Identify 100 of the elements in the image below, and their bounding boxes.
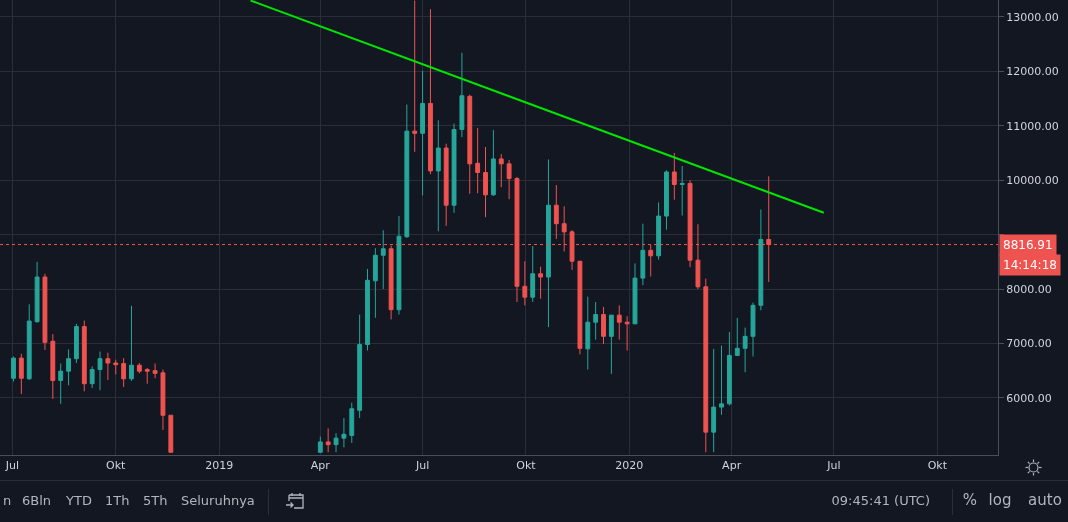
candlestick <box>726 331 732 406</box>
text: 09:45:41 (UTC) <box>831 493 930 508</box>
y-tick-label: 11000.00 <box>1006 119 1059 133</box>
candlestick <box>121 357 127 388</box>
candlestick <box>553 184 559 240</box>
candlestick <box>640 223 646 286</box>
candlestick <box>443 143 449 227</box>
candlestick <box>74 323 79 364</box>
candlestick <box>333 432 339 453</box>
text: YTD <box>66 493 92 508</box>
text: Seluruhnya <box>181 493 255 508</box>
text: n <box>3 493 12 508</box>
x-tick-label: Apr <box>310 459 331 473</box>
candlestick <box>734 317 740 357</box>
candlestick <box>420 70 425 196</box>
candlestick <box>632 262 638 325</box>
text: log <box>988 491 1012 509</box>
y-tick-label: 6000.00 <box>1006 391 1052 405</box>
candlestick <box>616 304 622 341</box>
candlestick <box>490 129 496 197</box>
candlestick <box>758 209 764 311</box>
candlestick <box>671 152 677 201</box>
candlestick <box>585 296 591 371</box>
candlestick <box>105 352 111 381</box>
candlestick <box>365 268 370 351</box>
candlestick <box>50 333 56 400</box>
candlestick <box>601 306 606 345</box>
candlestick <box>26 303 32 381</box>
candlestick <box>506 159 512 200</box>
text: 5Th <box>143 493 168 508</box>
candlestick <box>396 215 402 316</box>
y-tick-label: 10000.00 <box>1006 174 1059 187</box>
candlestick <box>136 362 142 374</box>
candlestick <box>711 348 717 453</box>
candlestick <box>538 266 544 300</box>
x-tick-label: 2020 <box>615 459 644 473</box>
candlestick <box>624 315 630 351</box>
candlestick <box>664 169 669 231</box>
y-tick-label: 13000.00 <box>1006 10 1059 24</box>
candlestick <box>58 363 64 405</box>
candlestick <box>160 369 166 431</box>
candlestick <box>11 355 16 383</box>
text: 1Th <box>105 493 130 508</box>
candlestick <box>404 104 410 239</box>
candlestick <box>593 301 599 341</box>
candlestick <box>750 302 756 357</box>
candlestick <box>168 414 174 453</box>
candlestick <box>152 363 158 379</box>
candlestick <box>459 52 465 138</box>
candlestick <box>742 327 748 373</box>
candlestick <box>530 245 536 303</box>
x-tick-label: Apr <box>722 459 742 473</box>
candlestick <box>608 314 614 375</box>
candlestick <box>372 247 378 319</box>
candlestick <box>89 365 95 389</box>
text: % <box>962 491 978 509</box>
candlestick <box>679 165 685 217</box>
candlestick <box>113 359 119 375</box>
candlestick <box>66 348 71 386</box>
x-tick-label: Okt <box>106 459 127 473</box>
candlestick <box>577 260 583 355</box>
text: 14:14:18 <box>1003 258 1057 272</box>
text: auto <box>1028 491 1062 509</box>
x-tick-label: Jul <box>4 459 19 473</box>
candlestick <box>467 94 473 195</box>
candlestick <box>483 146 488 218</box>
x-tick-label: Jul <box>826 459 841 473</box>
x-tick-label: Jul <box>414 459 430 473</box>
candlestick <box>18 353 24 395</box>
ref-line-label: 8816.91 <box>1003 238 1053 252</box>
x-tick-label: Okt <box>516 459 537 473</box>
candlestick <box>129 305 134 382</box>
candlestick <box>97 351 103 391</box>
candlestick <box>412 0 418 153</box>
candlestick <box>341 417 347 448</box>
candlestick <box>317 436 323 453</box>
candlestick <box>81 320 87 392</box>
candlestick <box>34 261 40 324</box>
candlestick <box>719 345 724 416</box>
candlestick <box>435 119 441 232</box>
candlestick <box>546 158 551 328</box>
candlestick <box>42 273 48 351</box>
candlestick <box>349 402 355 444</box>
candlestick <box>656 201 662 261</box>
x-tick-label: 2019 <box>205 459 234 473</box>
y-tick-label: 12000.00 <box>1006 65 1059 79</box>
candlestick <box>144 367 150 385</box>
candlestick <box>325 427 331 453</box>
candlestick <box>475 127 481 194</box>
text: 6Bln <box>22 493 52 508</box>
y-tick-label: 8000.00 <box>1006 282 1052 296</box>
candlestick <box>522 260 528 306</box>
candlestick <box>357 314 363 419</box>
candlestick <box>703 278 709 453</box>
x-tick-label: Okt <box>927 459 948 473</box>
candlestick <box>498 153 504 188</box>
candlestick <box>451 123 457 214</box>
candlestick <box>428 8 433 175</box>
candlestick <box>380 229 386 290</box>
y-tick-label: 7000.00 <box>1006 337 1052 351</box>
